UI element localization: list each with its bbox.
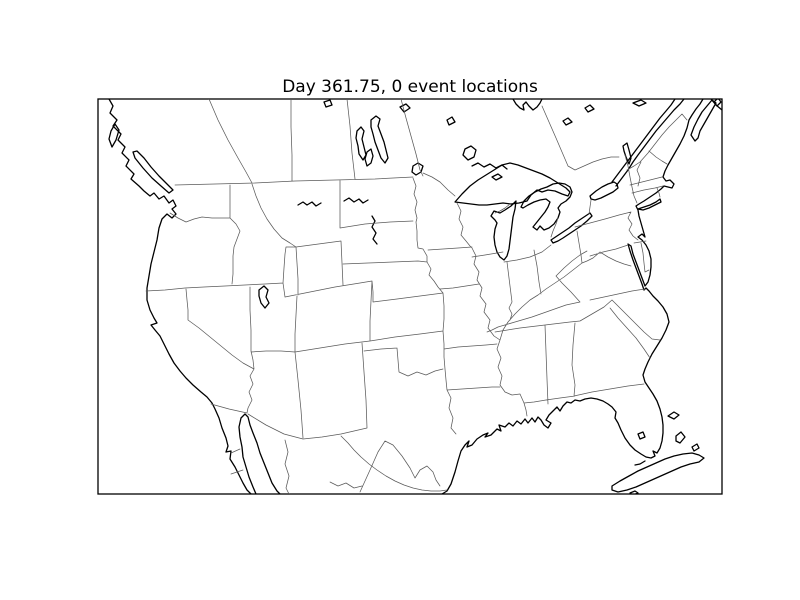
northern-lakes bbox=[323, 99, 456, 126]
lake-huron bbox=[520, 182, 573, 231]
lake-erie bbox=[550, 212, 593, 244]
coastline-east-layer bbox=[441, 99, 722, 494]
lake-ontario bbox=[589, 181, 619, 201]
gulf-of-st-lawrence-shore bbox=[710, 99, 722, 111]
haida-gwaii-island bbox=[108, 123, 120, 148]
james-bay bbox=[512, 99, 543, 111]
map-frame bbox=[97, 98, 723, 495]
plot-title: Day 361.75, 0 event locations bbox=[282, 77, 538, 97]
baja-gulf-of-california bbox=[238, 413, 281, 494]
vancouver-island bbox=[132, 150, 174, 194]
great-lakes-layer bbox=[454, 162, 619, 261]
inland-lakes-islands-layer bbox=[258, 99, 705, 494]
lake-winnipeg bbox=[370, 115, 389, 164]
coastline-west-layer bbox=[108, 99, 281, 494]
lake-nipigon bbox=[462, 145, 477, 161]
nova-scotia bbox=[690, 99, 717, 142]
lake-okeechobee bbox=[637, 431, 646, 440]
pacific-coastline bbox=[108, 99, 252, 494]
fort-peck-lake bbox=[297, 201, 322, 207]
lake-manitoba bbox=[364, 148, 374, 167]
isle-royale bbox=[491, 173, 503, 181]
isla-juventud bbox=[629, 490, 639, 494]
st-lawrence-south-shore bbox=[615, 99, 685, 187]
state-province-borders bbox=[145, 99, 688, 494]
gulf-islands bbox=[562, 104, 595, 126]
gulf-atlantic-coastline bbox=[441, 99, 704, 494]
lake-oahe bbox=[371, 215, 378, 245]
lake-winnipegosis bbox=[355, 126, 367, 161]
lake-sakakawea bbox=[343, 197, 369, 204]
ontario-lake-chain bbox=[471, 162, 508, 170]
lake-champlain bbox=[622, 142, 632, 165]
cuba bbox=[611, 452, 705, 493]
florida-keys bbox=[634, 460, 646, 466]
great-salt-lake bbox=[258, 285, 270, 309]
long-island bbox=[637, 198, 662, 211]
bahamas bbox=[667, 411, 700, 452]
political-borders-layer bbox=[145, 99, 688, 494]
lake-michigan bbox=[490, 200, 517, 261]
st-lawrence-north-shore bbox=[611, 99, 676, 183]
anticosti-island bbox=[632, 99, 647, 107]
